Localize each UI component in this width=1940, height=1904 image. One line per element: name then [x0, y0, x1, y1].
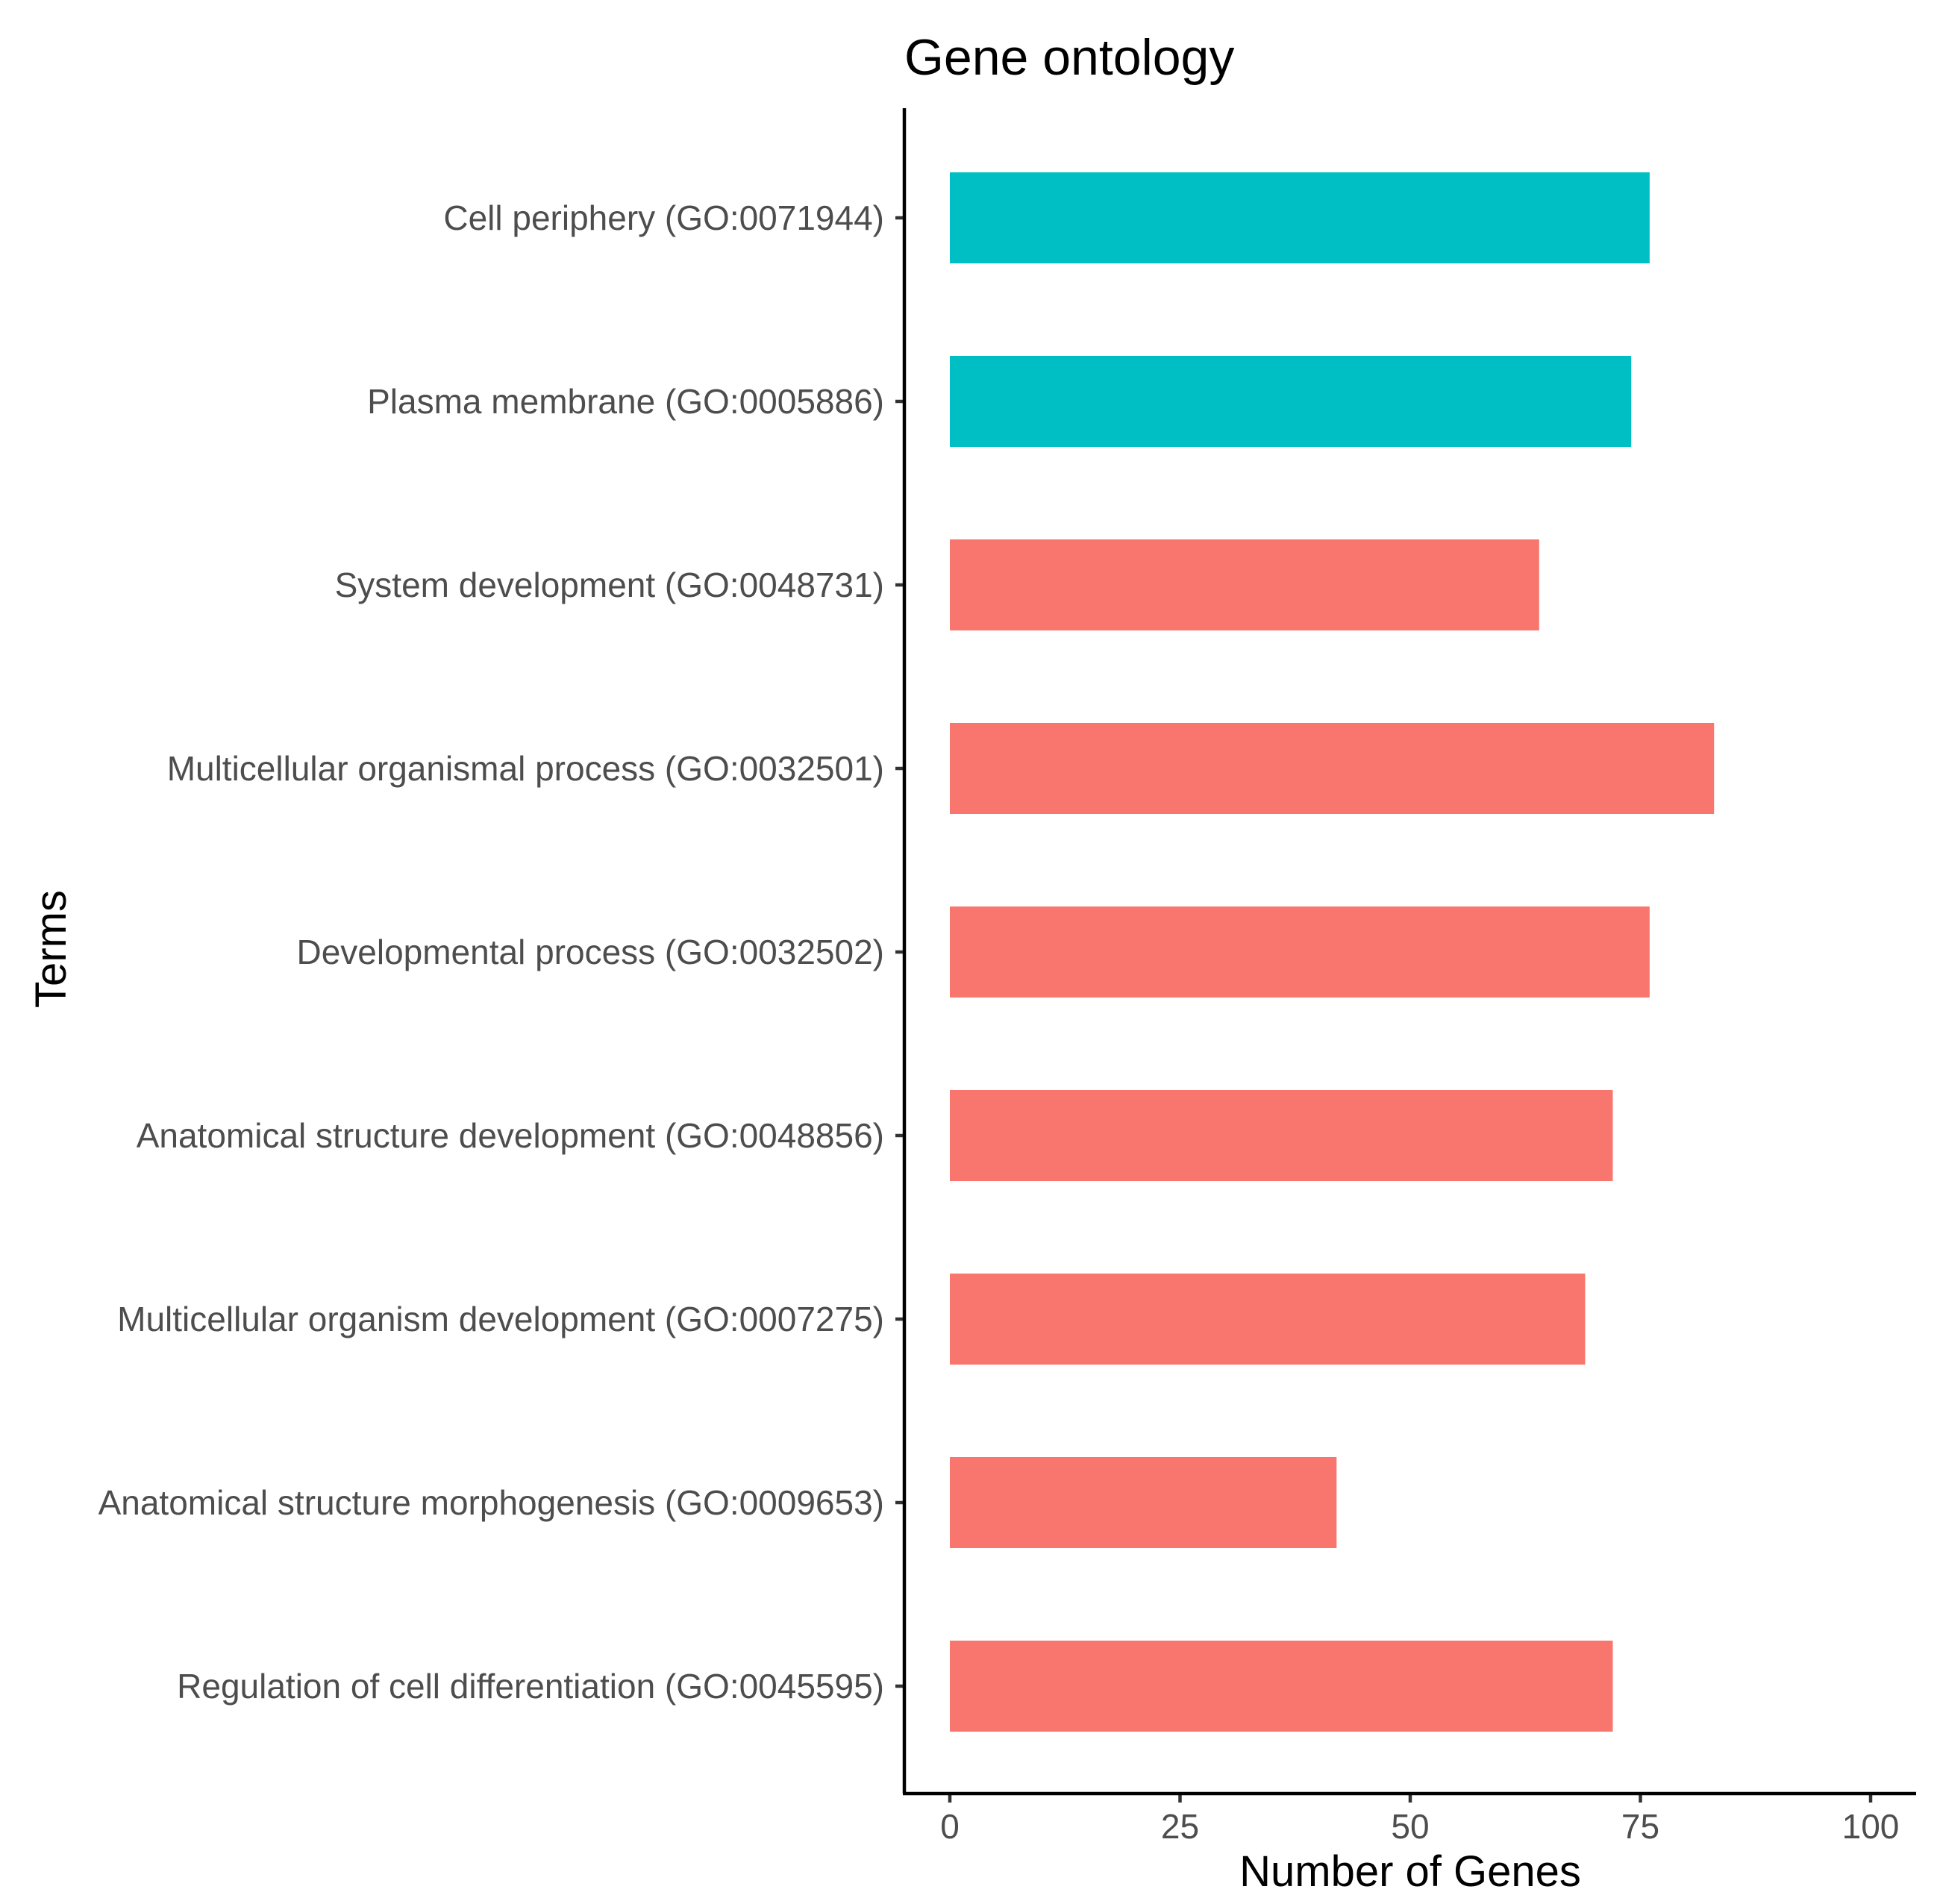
bar-8 — [950, 1641, 1613, 1732]
category-label-5: Anatomical structure development (GO:004… — [137, 1116, 884, 1155]
x-tick-label-2: 50 — [1391, 1807, 1429, 1846]
bar-5 — [950, 1090, 1613, 1181]
category-label-0: Cell periphery (GO:0071944) — [443, 198, 884, 237]
x-axis-ticks: 0 25 50 75 100 — [940, 1794, 1899, 1846]
bar-7 — [950, 1457, 1337, 1548]
bars-layer — [950, 172, 1715, 1732]
category-label-1: Plasma membrane (GO:0005886) — [367, 382, 884, 421]
chart-title: Gene ontology — [904, 29, 1234, 86]
category-label-6: Multicellular organism development (GO:0… — [117, 1300, 884, 1338]
category-label-3: Multicellular organismal process (GO:003… — [167, 749, 884, 788]
x-tick-label-3: 75 — [1621, 1807, 1659, 1846]
category-label-2: System development (GO:0048731) — [335, 566, 884, 604]
bar-4 — [950, 906, 1650, 998]
y-axis-ticks — [895, 216, 904, 1688]
x-tick-label-4: 100 — [1842, 1807, 1900, 1846]
category-label-8: Regulation of cell differentiation (GO:0… — [177, 1667, 884, 1706]
bar-6 — [950, 1274, 1586, 1365]
bar-0 — [950, 172, 1650, 263]
bar-1 — [950, 356, 1632, 447]
x-axis-title: Number of Genes — [1239, 1847, 1581, 1896]
y-axis-title: Terms — [27, 890, 75, 1008]
bar-3 — [950, 723, 1715, 814]
category-label-7: Anatomical structure morphogenesis (GO:0… — [98, 1483, 884, 1522]
x-tick-label-1: 25 — [1161, 1807, 1199, 1846]
x-tick-label-0: 0 — [940, 1807, 960, 1846]
category-labels: Cell periphery (GO:0071944) Plasma membra… — [98, 198, 884, 1706]
category-label-4: Developmental process (GO:0032502) — [296, 933, 884, 971]
bar-2 — [950, 539, 1539, 630]
